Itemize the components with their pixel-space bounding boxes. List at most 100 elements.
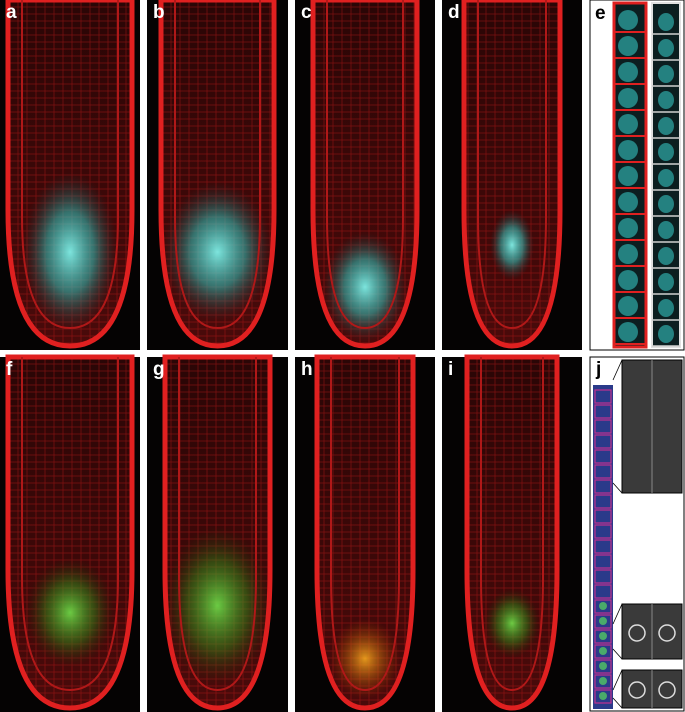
- nucleus: [618, 140, 638, 160]
- nucleus: [618, 10, 638, 30]
- root-outline: [461, 0, 563, 349]
- micrograph-panel: a: [0, 0, 140, 350]
- detail-panel: e: [589, 0, 685, 351]
- root-outline: [464, 354, 560, 711]
- panel-label: e: [595, 3, 606, 24]
- cell: [594, 419, 612, 434]
- nucleus-zoom: [628, 681, 646, 699]
- panel-label: a: [6, 2, 17, 23]
- nucleus: [658, 117, 674, 135]
- zoom-connector: [612, 359, 623, 381]
- nucleus: [658, 299, 674, 317]
- nucleus-zoom: [628, 624, 646, 642]
- nucleus: [618, 322, 638, 342]
- nucleus: [658, 13, 674, 31]
- panel-label: d: [448, 2, 460, 23]
- micrograph-panel: h: [295, 354, 435, 712]
- cell: [594, 554, 612, 569]
- detail-panel: j: [589, 356, 685, 712]
- root-inner-outline: [477, 0, 547, 330]
- root-inner-outline: [21, 0, 119, 330]
- label-box: [592, 359, 612, 383]
- root-outline: [5, 354, 135, 711]
- fluorescence: [22, 172, 118, 332]
- panel-label: h: [301, 359, 313, 380]
- cell: [594, 479, 612, 494]
- nucleus: [658, 273, 674, 291]
- fluorescence: [484, 588, 540, 659]
- nucleus: [658, 247, 674, 265]
- nucleus: [618, 192, 638, 212]
- nucleus: [618, 270, 638, 290]
- root-outline: [158, 0, 277, 349]
- nucleus: [599, 632, 607, 640]
- cell: [594, 644, 612, 659]
- fluorescence: [165, 525, 270, 686]
- micrograph-panel: b: [147, 0, 288, 350]
- root-outline: [310, 0, 420, 349]
- zoom-connector: [612, 603, 623, 625]
- cell: [594, 674, 612, 689]
- panel-label: g: [153, 359, 165, 380]
- root-inner-outline: [326, 0, 404, 330]
- nucleus: [658, 91, 674, 109]
- cell: [594, 599, 612, 614]
- cell: [594, 434, 612, 449]
- nucleus: [618, 166, 638, 186]
- nucleus: [618, 114, 638, 134]
- micrograph-panel: f: [0, 354, 140, 712]
- nucleus: [658, 143, 674, 161]
- nucleus: [618, 62, 638, 82]
- cell: [594, 629, 612, 644]
- nucleus: [618, 218, 638, 238]
- micrograph-panel: i: [442, 354, 582, 712]
- nucleus: [599, 692, 607, 700]
- fluorescence: [330, 618, 400, 699]
- nucleus: [658, 39, 674, 57]
- nucleus: [599, 677, 607, 685]
- zoom-connector: [612, 669, 623, 691]
- cell: [594, 584, 612, 599]
- cell: [594, 404, 612, 419]
- cell: [594, 464, 612, 479]
- cell: [594, 689, 612, 704]
- cell: [594, 539, 612, 554]
- nucleus: [618, 36, 638, 56]
- nucleus: [658, 195, 674, 213]
- nucleus: [599, 662, 607, 670]
- nucleus: [658, 221, 674, 239]
- panel-label: j: [595, 359, 601, 380]
- nucleus: [658, 325, 674, 343]
- root-inner-outline: [330, 357, 400, 692]
- nucleus: [599, 647, 607, 655]
- cell: [594, 494, 612, 509]
- nucleus-zoom: [658, 681, 676, 699]
- nucleus: [618, 296, 638, 316]
- nucleus: [618, 244, 638, 264]
- nucleus: [599, 617, 607, 625]
- fluorescence: [25, 557, 115, 668]
- zoom-connector: [612, 482, 623, 494]
- cell: [594, 569, 612, 584]
- cell: [594, 509, 612, 524]
- nucleus: [658, 65, 674, 83]
- nucleus: [658, 169, 674, 187]
- fluorescence: [162, 182, 273, 322]
- cell: [594, 524, 612, 539]
- cell: [594, 389, 612, 404]
- nucleus: [618, 88, 638, 108]
- root-outline: [314, 354, 416, 711]
- cell: [594, 659, 612, 674]
- nucleus-zoom: [658, 624, 676, 642]
- micrograph-panel: c: [295, 0, 435, 350]
- label-box: [592, 3, 612, 27]
- nucleus: [599, 602, 607, 610]
- cell-walls: [464, 0, 560, 346]
- root-inner-outline: [174, 0, 261, 330]
- micrograph-panel: d: [442, 0, 582, 350]
- root-outline: [162, 354, 273, 711]
- fluorescence: [490, 210, 534, 280]
- root-inner-outline: [480, 357, 544, 692]
